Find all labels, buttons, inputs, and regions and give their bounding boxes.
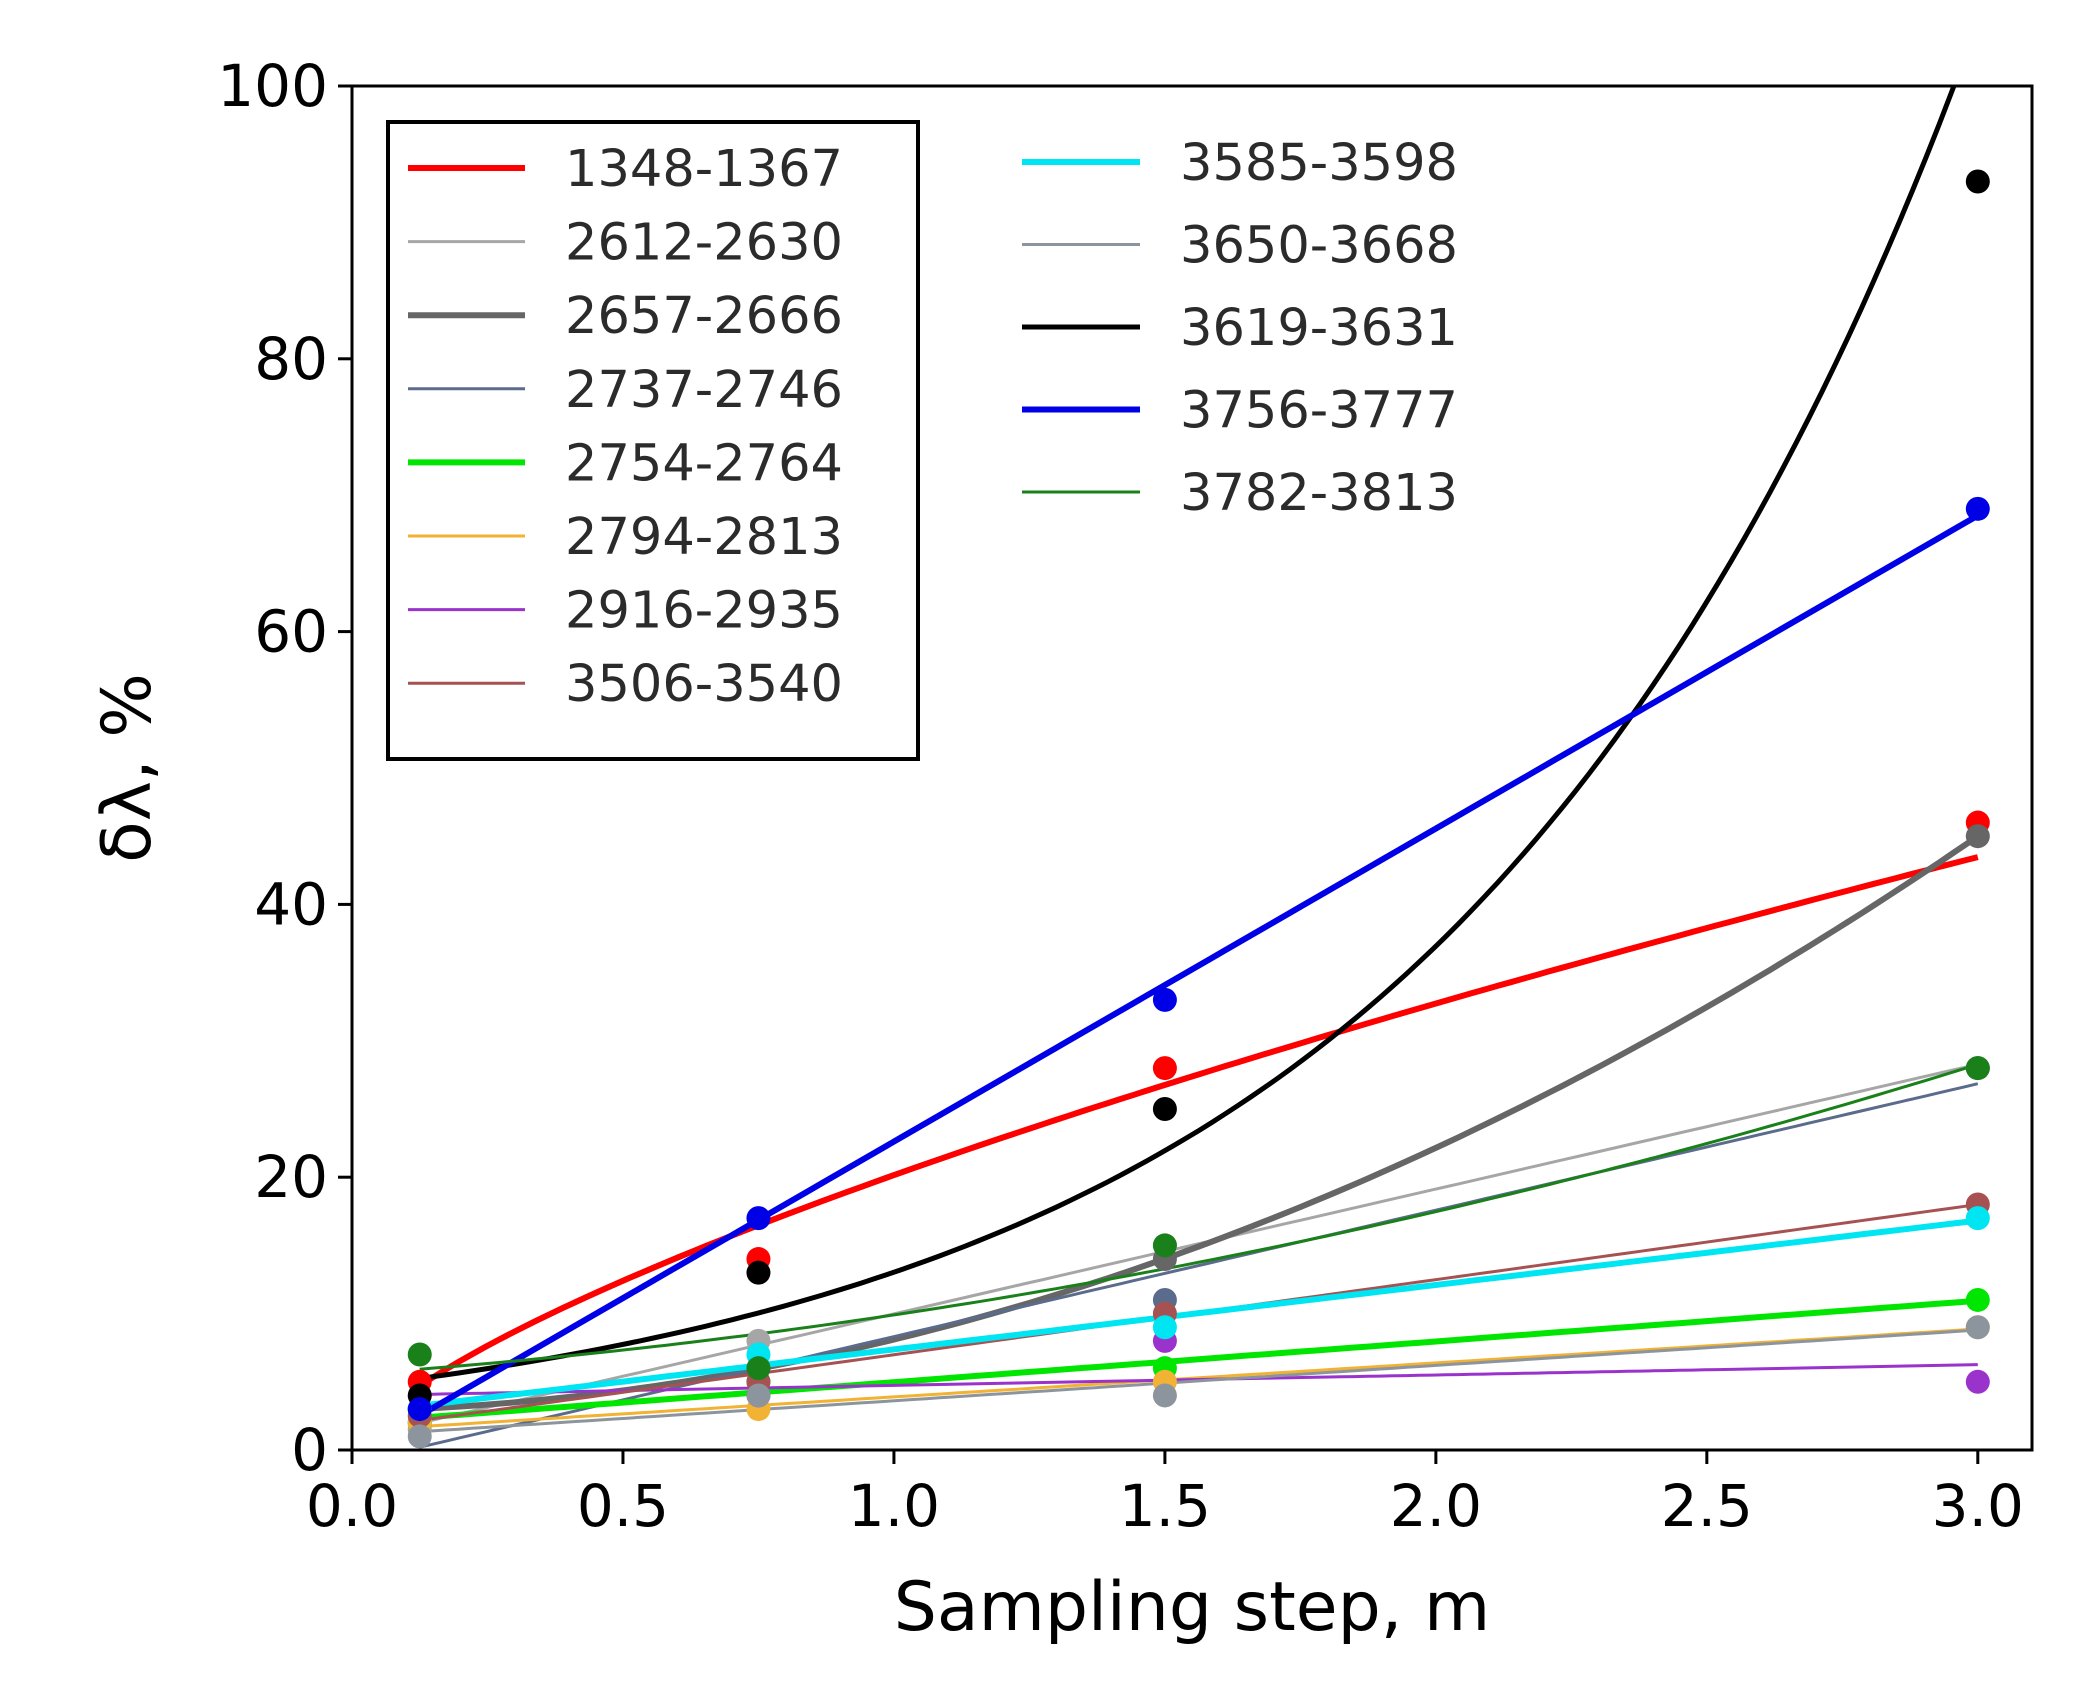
fit-curve-2794-2813: [419, 1327, 1978, 1429]
y-tick-label: 100: [217, 52, 328, 120]
legend-label-2612-2630: 2612-2630: [565, 214, 843, 273]
data-point-3782-3813: [746, 1356, 771, 1381]
legend-label-3585-3598: 3585-3598: [1180, 134, 1458, 193]
data-point-3650-3668: [407, 1424, 432, 1449]
data-point-3585-3598: [1965, 1206, 1990, 1231]
fit-curve-1348-1367: [418, 854, 1979, 1389]
data-point-1348-1367: [1152, 1056, 1177, 1081]
x-tick-label: 1.5: [1119, 1472, 1211, 1540]
data-point-3619-3631: [746, 1260, 771, 1285]
fit-curve-2754-2764: [419, 1297, 1979, 1421]
legend-label-3619-3631: 3619-3631: [1180, 299, 1458, 358]
legend-label-3650-3668: 3650-3668: [1180, 217, 1458, 276]
legend-label-3782-3813: 3782-3813: [1180, 464, 1458, 523]
fit-curve-3650-3668: [419, 1328, 1978, 1434]
fit-curve-2657-2666: [419, 833, 1980, 1412]
data-point-3650-3668: [746, 1383, 771, 1408]
x-tick-label: 2.0: [1390, 1472, 1482, 1540]
data-point-3756-3777: [746, 1206, 771, 1231]
fit-curve-3782-3813: [419, 1062, 1979, 1371]
y-tick-label: 20: [254, 1143, 328, 1211]
fit-curve-3619-3631: [419, 86, 1957, 1381]
fit-curve-2737-2746: [419, 1082, 1979, 1449]
x-tick-label: 1.0: [848, 1472, 940, 1540]
data-point-3619-3631: [1965, 169, 1990, 194]
y-axis-ticks: 0 20 40 60 80 100: [217, 52, 352, 1484]
x-axis-ticks: 0.0 0.5 1.0 1.5 2.0 2.5 3.0: [306, 1450, 2024, 1540]
fit-curve-3585-3598: [419, 1217, 1979, 1409]
x-tick-label: 0.5: [577, 1472, 669, 1540]
fit-curve-3756-3777: [418, 512, 1980, 1419]
data-point-3782-3813: [1152, 1233, 1177, 1258]
data-point-2916-2935: [1965, 1369, 1990, 1394]
legend-label-2657-2666: 2657-2666: [565, 287, 843, 346]
legend: 1348-1367 2612-2630 2657-2666 2737-2746 2754…: [386, 120, 1458, 761]
data-point-2754-2764: [1965, 1287, 1990, 1312]
legend-box: [386, 120, 920, 761]
legend-label-1348-1367: 1348-1367: [565, 140, 843, 199]
data-point-3782-3813: [1965, 1056, 1990, 1081]
data-point-3650-3668: [1152, 1383, 1177, 1408]
data-point-3756-3777: [1965, 496, 1990, 521]
x-tick-label: 3.0: [1932, 1472, 2024, 1540]
y-axis-title: δλ, %: [88, 673, 167, 863]
y-tick-label: 60: [254, 598, 328, 666]
y-tick-label: 0: [291, 1416, 328, 1484]
x-axis-title: Sampling step, m: [894, 1568, 1490, 1647]
y-tick-label: 80: [254, 325, 328, 393]
data-point-3756-3777: [1152, 987, 1177, 1012]
data-points: [407, 169, 1990, 1449]
x-tick-label: 0.0: [306, 1472, 398, 1540]
data-point-3585-3598: [1152, 1315, 1177, 1340]
legend-label-2916-2935: 2916-2935: [565, 582, 843, 641]
fit-curves: [418, 86, 1980, 1449]
data-point-3756-3777: [407, 1397, 432, 1422]
plot-frame: [350, 84, 2034, 1452]
legend-label-2737-2746: 2737-2746: [565, 361, 843, 420]
legend-label-3506-3540: 3506-3540: [565, 655, 843, 714]
legend-label-3756-3777: 3756-3777: [1180, 382, 1458, 441]
legend-label-2794-2813: 2794-2813: [565, 508, 843, 567]
y-tick-label: 40: [254, 870, 328, 938]
x-tick-label: 2.5: [1661, 1472, 1753, 1540]
legend-label-2754-2764: 2754-2764: [565, 434, 843, 493]
data-point-3782-3813: [407, 1342, 432, 1367]
data-point-3650-3668: [1965, 1315, 1990, 1340]
data-point-2657-2666: [1965, 824, 1990, 849]
data-point-3619-3631: [1152, 1097, 1177, 1121]
